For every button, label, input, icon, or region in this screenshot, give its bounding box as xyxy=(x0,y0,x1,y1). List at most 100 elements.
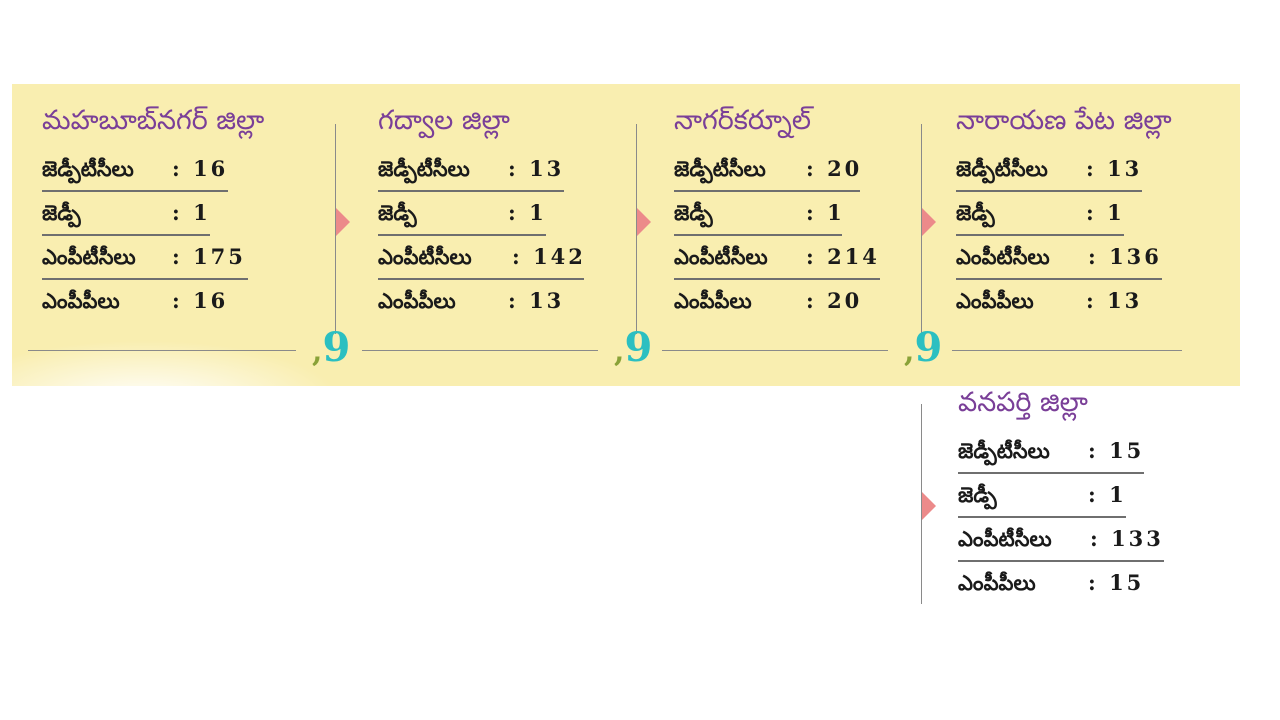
stat-label: ఎంపీపీలు xyxy=(378,288,456,313)
footer-line xyxy=(28,350,296,351)
stat-row: జెడ్పీటీసీలు : 13 xyxy=(956,148,1226,192)
underline xyxy=(958,472,1144,474)
stat-row: జెడ్పీటీసీలు : 20 xyxy=(674,148,944,192)
underline xyxy=(674,278,880,280)
stat-value: : 16 xyxy=(172,156,229,181)
stat-row: జెడ్పీ : 1 xyxy=(956,192,1226,236)
district-title: నాగర్‌కర్నూల్ xyxy=(674,105,811,136)
underline xyxy=(42,234,210,236)
stat-label: ఎంపీటీసీలు xyxy=(958,526,1052,551)
stat-label: ఎంపీపీలు xyxy=(42,288,120,313)
stat-value: : 13 xyxy=(508,288,565,313)
underline xyxy=(42,190,228,192)
stat-row: జెడ్పీ : 1 xyxy=(42,192,312,236)
stat-value: : 16 xyxy=(172,288,229,313)
stat-label: జెడ్పీ xyxy=(378,200,417,225)
stat-row: ఎంపీపీలు : 16 xyxy=(42,280,312,320)
stat-label: జెడ్పీటీసీలు xyxy=(378,156,470,181)
stat-label: ఎంపీటీసీలు xyxy=(674,244,768,269)
stat-label: జెడ్పీటీసీలు xyxy=(958,438,1050,463)
stat-value: : 133 xyxy=(1090,526,1164,551)
underline xyxy=(958,516,1126,518)
stat-row: ఎంపీటీసీలు : 133 xyxy=(958,518,1228,562)
stat-row: జెడ్పీటీసీలు : 13 xyxy=(378,148,648,192)
stat-label: ఎంపీటీసీలు xyxy=(42,244,136,269)
stat-value: : 13 xyxy=(508,156,565,181)
stat-label: జెడ్పీ xyxy=(42,200,81,225)
stat-row: ఎంపీపీలు : 15 xyxy=(958,562,1228,602)
stat-row: జెడ్పీ : 1 xyxy=(378,192,648,236)
underline xyxy=(378,190,564,192)
stat-value: : 136 xyxy=(1088,244,1162,269)
quote-mark-icon: ,9 xyxy=(614,324,653,371)
stat-row: ఎంపీటీసీలు : 175 xyxy=(42,236,312,280)
stat-row: జెడ్పీ : 1 xyxy=(674,192,944,236)
district-card-mahabubnagar: మహబూబ్‌నగర్ జిల్లా జెడ్పీటీసీలు : 16 జెడ… xyxy=(42,104,312,320)
stat-value: : 1 xyxy=(1086,200,1125,225)
district-card-narayanpet: నారాయణ పేట జిల్లా జెడ్పీటీసీలు : 13 జెడ్… xyxy=(956,104,1226,320)
stat-row: ఎంపీపీలు : 20 xyxy=(674,280,944,320)
stat-label: జెడ్పీటీసీలు xyxy=(956,156,1048,181)
stat-value: : 1 xyxy=(172,200,211,225)
stat-label: ఎంపీపీలు xyxy=(674,288,752,313)
stat-label: ఎంపీటీసీలు xyxy=(378,244,472,269)
stat-label: జెడ్పీటీసీలు xyxy=(42,156,134,181)
separator-line xyxy=(921,124,922,334)
quote-mark-icon: ,9 xyxy=(312,324,351,371)
stat-value: : 20 xyxy=(806,156,863,181)
stat-row: ఎంపీపీలు : 13 xyxy=(956,280,1226,320)
district-card-wanaparthy: వనపర్తి జిల్లా జెడ్పీటీసీలు : 15 జెడ్పీ … xyxy=(958,386,1228,602)
underline xyxy=(956,190,1142,192)
district-title: నారాయణ పేట జిల్లా xyxy=(956,105,1172,136)
stat-value: : 15 xyxy=(1088,438,1145,463)
district-title: మహబూబ్‌నగర్ జిల్లా xyxy=(42,105,265,136)
stat-value: : 20 xyxy=(806,288,863,313)
arrow-right-icon xyxy=(336,208,350,236)
district-card-nagarkurnool: నాగర్‌కర్నూల్ జెడ్పీటీసీలు : 20 జెడ్పీ :… xyxy=(674,104,944,320)
underline xyxy=(42,278,248,280)
stat-value: : 13 xyxy=(1086,288,1143,313)
stat-label: ఎంపీటీసీలు xyxy=(956,244,1050,269)
stat-value: : 1 xyxy=(508,200,547,225)
separator-line xyxy=(636,124,637,334)
district-title: వనపర్తి జిల్లా xyxy=(958,387,1088,418)
underline xyxy=(958,560,1164,562)
stat-label: జెడ్పీటీసీలు xyxy=(674,156,766,181)
stat-label: జెడ్పీ xyxy=(958,482,997,507)
stat-value: : 1 xyxy=(806,200,845,225)
quote-mark-icon: ,9 xyxy=(904,324,943,371)
stat-row: జెడ్పీ : 1 xyxy=(958,474,1228,518)
stat-value: : 15 xyxy=(1088,570,1145,595)
district-card-gadwal: గద్వాల జిల్లా జెడ్పీటీసీలు : 13 జెడ్పీ :… xyxy=(378,104,648,320)
stat-label: ఎంపీపీలు xyxy=(956,288,1034,313)
arrow-right-icon xyxy=(922,492,936,520)
stat-row: ఎంపీటీసీలు : 142 xyxy=(378,236,648,280)
footer-line xyxy=(662,350,888,351)
district-title: గద్వాల జిల్లా xyxy=(378,105,510,136)
underline xyxy=(378,234,546,236)
stat-value: : 175 xyxy=(172,244,246,269)
stat-label: జెడ్పీ xyxy=(956,200,995,225)
stat-label: జెడ్పీ xyxy=(674,200,713,225)
banner-fade xyxy=(12,340,342,400)
underline xyxy=(378,278,584,280)
stat-row: ఎంపీపీలు : 13 xyxy=(378,280,648,320)
arrow-right-icon xyxy=(922,208,936,236)
footer-line xyxy=(952,350,1182,351)
stat-value: : 214 xyxy=(806,244,880,269)
stat-row: ఎంపీటీసీలు : 214 xyxy=(674,236,944,280)
underline xyxy=(956,278,1162,280)
stat-row: జెడ్పీటీసీలు : 16 xyxy=(42,148,312,192)
stat-label: ఎంపీపీలు xyxy=(958,570,1036,595)
footer-line xyxy=(362,350,598,351)
stat-value: : 13 xyxy=(1086,156,1143,181)
stat-row: ఎంపీటీసీలు : 136 xyxy=(956,236,1226,280)
underline xyxy=(674,234,842,236)
stat-value: : 1 xyxy=(1088,482,1127,507)
stat-value: : 142 xyxy=(512,244,586,269)
separator-line xyxy=(335,124,336,334)
underline xyxy=(956,234,1124,236)
arrow-right-icon xyxy=(637,208,651,236)
separator-line xyxy=(921,404,922,604)
stat-row: జెడ్పీటీసీలు : 15 xyxy=(958,430,1228,474)
